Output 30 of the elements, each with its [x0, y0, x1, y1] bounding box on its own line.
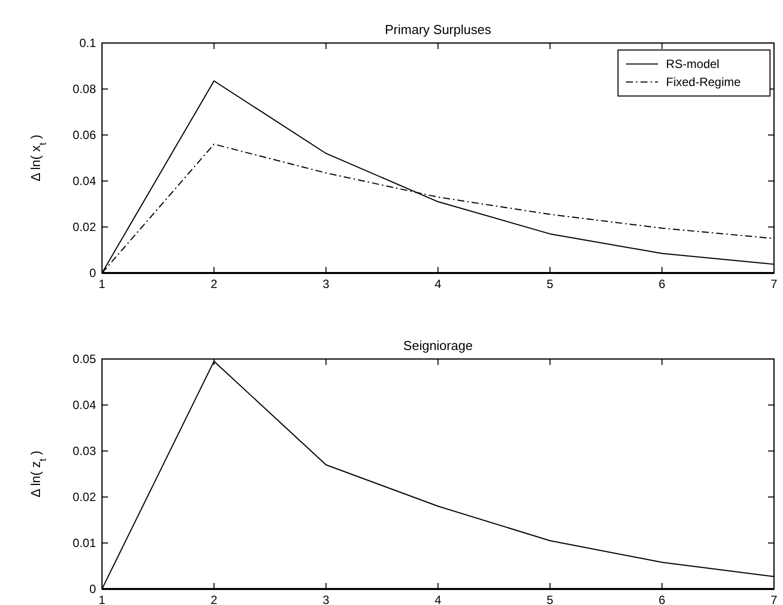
y-tick-label: 0.01 — [72, 536, 96, 550]
x-tick-label: 2 — [210, 593, 218, 605]
x-tick-label: 5 — [546, 277, 554, 291]
y-tick-label: 0.04 — [72, 174, 96, 188]
x-tick-label: 6 — [658, 593, 666, 605]
y-tick-label: 0.08 — [72, 82, 96, 96]
x-tick-label: 3 — [322, 593, 330, 605]
y-tick-label: 0.06 — [72, 128, 96, 142]
x-tick-label: 4 — [434, 277, 442, 291]
x-tick-label: 3 — [322, 277, 330, 291]
x-tick-label: 6 — [658, 277, 666, 291]
chart-title: Primary Surpluses — [384, 22, 492, 37]
y-tick-label: 0.1 — [79, 36, 96, 50]
y-tick-label: 0.03 — [72, 444, 96, 458]
y-tick-label: 0.05 — [72, 352, 96, 366]
legend-label: Fixed-Regime — [666, 75, 742, 89]
y-tick-label: 0.04 — [72, 398, 96, 412]
y-tick-label: 0 — [89, 266, 96, 280]
x-tick-label: 7 — [770, 593, 778, 605]
x-tick-label: 5 — [546, 593, 554, 605]
chart-title: Seigniorage — [403, 338, 473, 353]
legend-label: RS-model — [666, 57, 720, 71]
y-tick-label: 0 — [89, 582, 96, 596]
x-tick-label: 1 — [98, 277, 106, 291]
x-tick-label: 2 — [210, 277, 218, 291]
y-tick-label: 0.02 — [72, 490, 96, 504]
x-tick-label: 4 — [434, 593, 442, 605]
x-tick-label: 1 — [98, 593, 106, 605]
x-tick-label: 7 — [770, 277, 778, 291]
y-tick-label: 0.02 — [72, 220, 96, 234]
